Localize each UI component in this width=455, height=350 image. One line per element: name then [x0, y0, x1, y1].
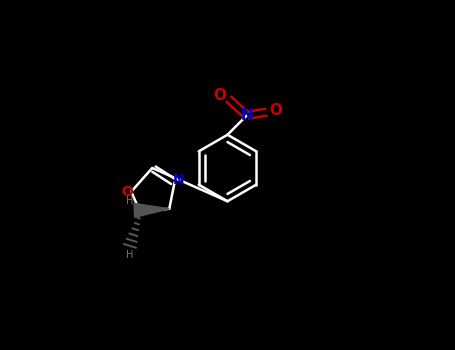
Text: H: H: [126, 250, 134, 260]
Text: H: H: [126, 196, 134, 206]
Text: O: O: [213, 88, 226, 103]
Text: N: N: [240, 108, 253, 123]
Text: N: N: [173, 173, 185, 187]
Text: O: O: [121, 185, 133, 199]
Text: O: O: [269, 104, 282, 118]
Polygon shape: [134, 203, 169, 217]
